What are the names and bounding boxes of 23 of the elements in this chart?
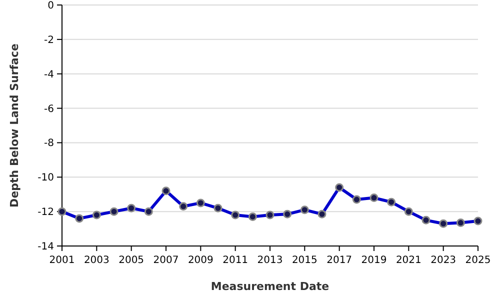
x-tick-label: 2009 [188, 255, 214, 266]
x-tick-label: 2003 [84, 255, 110, 266]
x-tick-label: 2001 [49, 255, 75, 266]
y-axis-title: Depth Below Land Surface [8, 44, 21, 208]
y-tick-label: -12 [38, 207, 54, 218]
x-tick-label: 2021 [396, 255, 422, 266]
y-tick-label: -8 [44, 138, 54, 150]
y-tick-label: 0 [48, 0, 54, 12]
x-tick-label: 2013 [257, 255, 283, 266]
y-tick-label: -4 [44, 69, 54, 80]
x-tick-label: 2007 [153, 255, 179, 266]
x-tick-label: 2017 [326, 255, 352, 266]
y-tick-label: -2 [44, 34, 54, 46]
y-tick-label: -6 [44, 104, 54, 115]
x-tick-label: 2005 [118, 255, 144, 266]
x-tick-label: 2019 [361, 255, 387, 266]
x-tick-label: 2015 [292, 255, 318, 266]
x-tick-label: 2023 [430, 255, 456, 266]
x-tick-label: 2011 [222, 255, 248, 266]
y-tick-label: -14 [38, 242, 54, 252]
x-tick-label: 2025 [465, 255, 491, 266]
x-axis-title: Measurement Date [210, 280, 330, 293]
y-tick-label: -10 [38, 172, 54, 184]
